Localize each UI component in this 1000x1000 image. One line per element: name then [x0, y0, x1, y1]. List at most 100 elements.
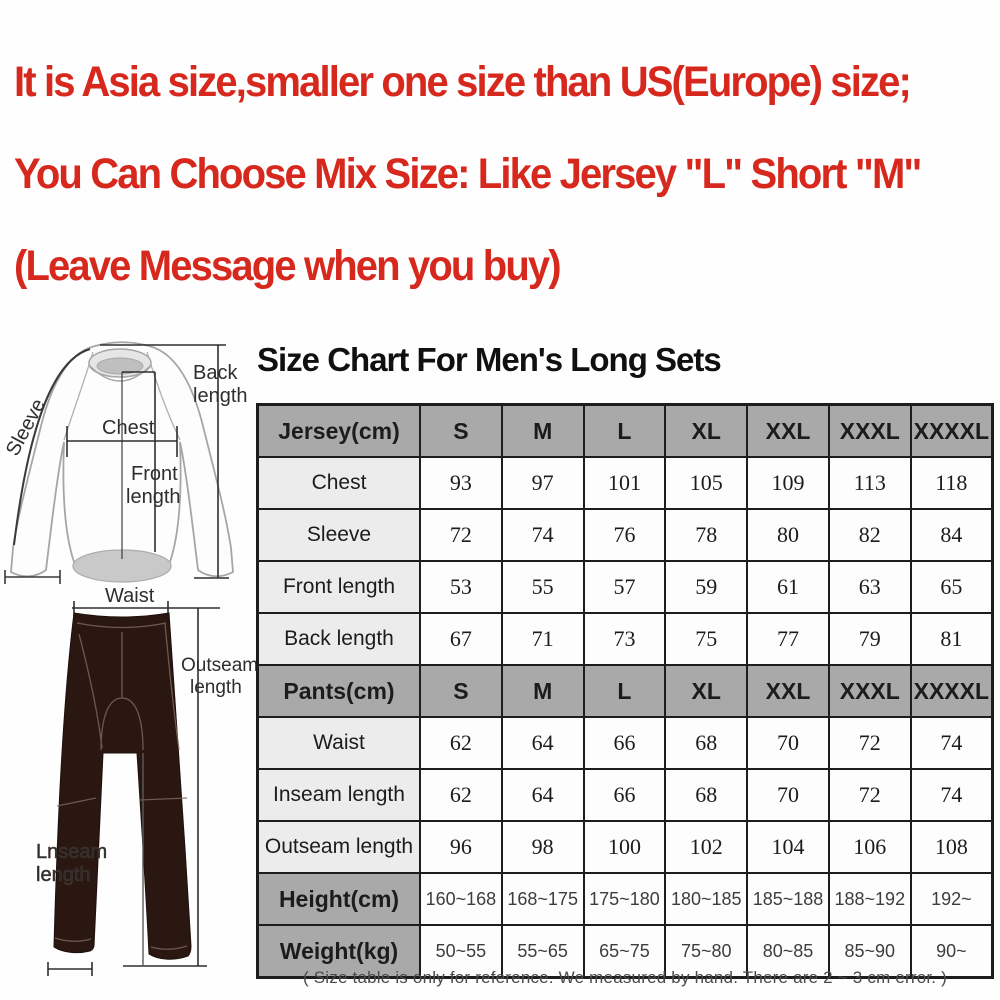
jersey-collar-opening — [96, 357, 144, 375]
size-cell: 118 — [909, 456, 994, 510]
size-cell: M — [500, 403, 585, 458]
row-height-cm-: Height(cm) 160~168 168~175 175~180 180~185 18… — [256, 872, 994, 926]
row-front-length: Front length 53 55 57 59 61 63 65 — [256, 560, 994, 614]
chest-label: Chest — [102, 417, 155, 439]
size-cell: XL — [664, 403, 749, 458]
row-label: Sleeve — [256, 508, 421, 562]
size-cell: L — [582, 403, 667, 458]
row-back-length: Back length 67 71 73 75 77 79 81 — [256, 612, 994, 666]
size-cell: 65 — [909, 560, 994, 614]
size-cell: 168~175 — [500, 872, 585, 926]
size-cell: 71 — [500, 612, 585, 666]
size-cell: 188~192 — [827, 872, 912, 926]
size-cell: 74 — [909, 768, 994, 822]
row-weight-kg-: Weight(kg) 50~55 55~65 65~75 75~80 80~85 85~90… — [256, 924, 994, 979]
size-cell: 74 — [909, 716, 994, 770]
row-label: Outseam length — [256, 820, 421, 874]
jersey-collar-band — [89, 365, 151, 382]
size-cell: 77 — [746, 612, 830, 666]
size-cell: 97 — [500, 456, 585, 510]
reference-note: ( Size table is only for reference. We m… — [302, 968, 948, 987]
size-cell: 80~85 — [746, 924, 830, 979]
back-length-label: Back length — [193, 362, 248, 407]
row-label: Back length — [256, 612, 421, 666]
size-cell: 84 — [909, 508, 994, 562]
size-cell: XXXL — [827, 664, 912, 718]
size-cell: 61 — [746, 560, 830, 614]
size-cell: 185~188 — [746, 872, 830, 926]
size-cell: 75 — [664, 612, 749, 666]
size-cell: 104 — [746, 820, 830, 874]
size-cell: 98 — [500, 820, 585, 874]
size-cell: 62 — [419, 716, 503, 770]
size-cell: 75~80 — [664, 924, 749, 979]
size-cell: 68 — [664, 716, 749, 770]
size-cell: 79 — [827, 612, 912, 666]
size-cell: 85~90 — [827, 924, 912, 979]
size-cell: 55 — [500, 560, 585, 614]
row-label: Inseam length — [256, 768, 421, 822]
size-cell: 82 — [827, 508, 912, 562]
size-cell: 96 — [419, 820, 503, 874]
size-cell: 72 — [827, 768, 912, 822]
size-cell: 73 — [582, 612, 667, 666]
size-cell: 50~55 — [419, 924, 503, 979]
size-cell: 57 — [582, 560, 667, 614]
row-jersey-cm-: Jersey(cm) S M L XL XXL XXXL XXXXL — [256, 403, 994, 458]
row-pants-cm-: Pants(cm) S M L XL XXL XXXL XXXXL — [256, 664, 994, 718]
jersey-measure-lines — [66, 344, 229, 616]
size-cell: 74 — [500, 508, 585, 562]
size-cell: 108 — [909, 820, 994, 874]
size-chart-title: Size Chart For Men's Long Sets — [257, 341, 722, 378]
size-cell: XXL — [746, 664, 830, 718]
size-cell: 76 — [582, 508, 667, 562]
size-cell: S — [419, 664, 503, 718]
row-label: Height(cm) — [256, 872, 421, 926]
size-cell: 109 — [746, 456, 830, 510]
size-cell: 105 — [664, 456, 749, 510]
notice-line-1: It is Asia size,smaller one size than US… — [14, 58, 912, 106]
size-cell: 55~65 — [500, 924, 585, 979]
asia-size-notice: It is Asia size,smaller one size than US… — [14, 36, 922, 312]
size-cell: 72 — [419, 508, 503, 562]
size-cell: 80 — [746, 508, 830, 562]
row-inseam-length: Inseam length 62 64 66 68 70 72 74 — [256, 768, 994, 822]
size-cell: 53 — [419, 560, 503, 614]
sleeve-measure-tick — [4, 570, 61, 584]
size-cell: 78 — [664, 508, 749, 562]
row-chest: Chest 93 97 101 105 109 113 118 — [256, 456, 994, 510]
size-cell: 70 — [746, 716, 830, 770]
row-label: Front length — [256, 560, 421, 614]
row-sleeve: Sleeve 72 74 76 78 80 82 84 — [256, 508, 994, 562]
size-cell: 63 — [827, 560, 912, 614]
waist-label: Waist — [105, 585, 155, 607]
size-cell: 65~75 — [582, 924, 667, 979]
size-cell: 70 — [746, 768, 830, 822]
size-cell: 90~ — [909, 924, 994, 979]
size-cell: 59 — [664, 560, 749, 614]
size-cell: 175~180 — [582, 872, 667, 926]
size-cell: 66 — [582, 768, 667, 822]
size-cell: 93 — [419, 456, 503, 510]
size-cell: 68 — [664, 768, 749, 822]
size-cell: 102 — [664, 820, 749, 874]
inseam-length-label: Lnseam length — [36, 841, 113, 886]
size-cell: S — [419, 403, 503, 458]
size-cell: M — [500, 664, 585, 718]
size-cell: XXXXL — [909, 664, 994, 718]
size-cell: 64 — [500, 716, 585, 770]
size-cell: 106 — [827, 820, 912, 874]
size-cell: 64 — [500, 768, 585, 822]
size-cell: 113 — [827, 456, 912, 510]
size-cell: XXXL — [827, 403, 912, 458]
outseam-length-label: Outseam length — [181, 655, 263, 698]
row-label: Weight(kg) — [256, 924, 421, 979]
size-cell: 101 — [582, 456, 667, 510]
size-chart-table: Jersey(cm) S M L XL XXL XXXL XXXXL Chest 93 97 101 1… — [256, 403, 994, 979]
sleeve-measure-curve — [13, 348, 91, 546]
notice-line-3: (Leave Message when you buy) — [14, 242, 562, 290]
size-cell: 72 — [827, 716, 912, 770]
row-waist: Waist 62 64 66 68 70 72 74 — [256, 716, 994, 770]
row-label: Jersey(cm) — [256, 403, 421, 458]
size-cell: 100 — [582, 820, 667, 874]
